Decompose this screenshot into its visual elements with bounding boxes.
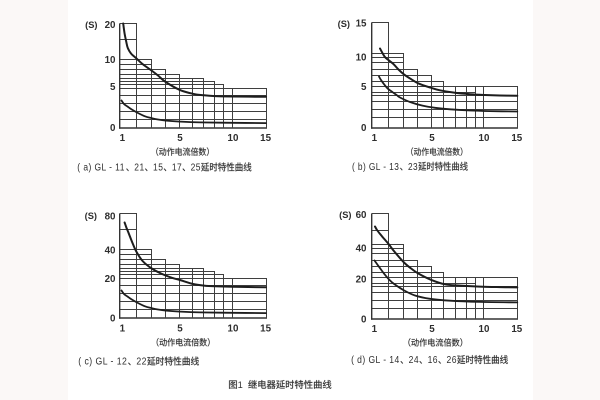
svg-text:( a) GL - 11: ( a) GL - 11 bbox=[77, 162, 125, 173]
svg-text:0: 0 bbox=[110, 123, 116, 134]
svg-text:21: 21 bbox=[134, 162, 144, 173]
svg-text:20: 20 bbox=[105, 274, 116, 285]
svg-text:40: 40 bbox=[105, 246, 116, 257]
svg-text:5: 5 bbox=[177, 133, 183, 144]
svg-text:15: 15 bbox=[260, 133, 271, 144]
svg-text:( d) GL - 14: ( d) GL - 14 bbox=[351, 355, 400, 366]
svg-text:5: 5 bbox=[110, 82, 116, 93]
svg-text:10: 10 bbox=[356, 53, 367, 64]
svg-text:10: 10 bbox=[105, 55, 116, 66]
svg-text:10: 10 bbox=[228, 323, 239, 334]
svg-text:22: 22 bbox=[136, 356, 147, 367]
svg-text:(S): (S) bbox=[339, 210, 351, 220]
svg-text:5: 5 bbox=[429, 324, 435, 335]
svg-text:16: 16 bbox=[428, 355, 438, 366]
svg-text:20: 20 bbox=[105, 20, 116, 31]
svg-text:0: 0 bbox=[361, 315, 367, 326]
svg-text:40: 40 bbox=[356, 244, 367, 255]
svg-text:0: 0 bbox=[110, 314, 116, 325]
svg-text:20: 20 bbox=[356, 274, 367, 285]
svg-text:1: 1 bbox=[372, 133, 378, 144]
svg-text:0: 0 bbox=[361, 123, 367, 134]
svg-text:24: 24 bbox=[409, 355, 419, 366]
svg-text:26: 26 bbox=[447, 355, 457, 366]
svg-text:15: 15 bbox=[153, 162, 163, 173]
svg-text:10: 10 bbox=[228, 133, 239, 144]
svg-text:( c) GL - 12: ( c) GL - 12 bbox=[78, 356, 127, 367]
svg-text:10: 10 bbox=[479, 133, 490, 144]
svg-text:23: 23 bbox=[408, 161, 418, 172]
svg-text:10: 10 bbox=[479, 324, 490, 335]
svg-text:17: 17 bbox=[172, 162, 182, 173]
svg-text:1: 1 bbox=[372, 324, 378, 335]
svg-text:15: 15 bbox=[511, 324, 522, 335]
svg-text:25: 25 bbox=[191, 162, 201, 173]
svg-text:1: 1 bbox=[120, 133, 126, 144]
svg-text:(S): (S) bbox=[85, 211, 97, 221]
svg-text:5: 5 bbox=[361, 82, 367, 93]
svg-text:15: 15 bbox=[356, 18, 367, 29]
svg-text:15: 15 bbox=[511, 133, 522, 144]
svg-text:5: 5 bbox=[177, 323, 183, 334]
svg-text:(S): (S) bbox=[85, 20, 97, 30]
svg-text:( b) GL - 13: ( b) GL - 13 bbox=[352, 161, 399, 172]
svg-text:60: 60 bbox=[356, 210, 367, 221]
svg-text:80: 80 bbox=[105, 212, 116, 223]
svg-text:5: 5 bbox=[429, 133, 435, 144]
svg-text:(S): (S) bbox=[338, 19, 350, 29]
svg-text:1: 1 bbox=[238, 379, 243, 390]
svg-text:15: 15 bbox=[260, 323, 271, 334]
svg-text:1: 1 bbox=[120, 323, 126, 334]
